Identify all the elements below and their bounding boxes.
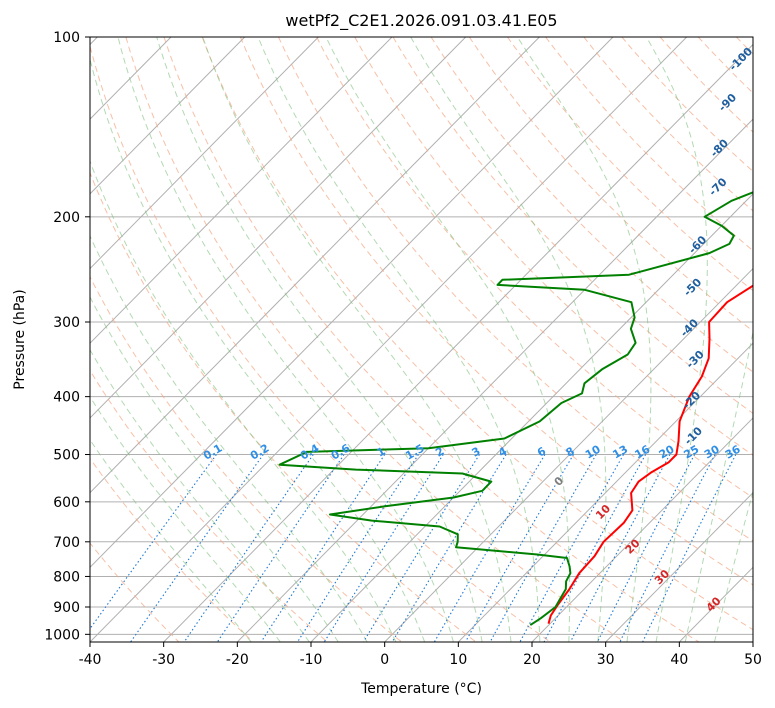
isotherm-gridline <box>90 37 688 642</box>
dry-adiabat <box>90 171 477 642</box>
dry-adiabat <box>201 37 753 631</box>
isotherm-gridline <box>752 641 753 642</box>
moist-adiabat <box>156 37 483 642</box>
x-tick-label: -40 <box>79 652 102 668</box>
moist-adiabat <box>202 37 512 642</box>
moist-adiabat <box>410 37 607 642</box>
y-tick-label: 400 <box>53 390 80 406</box>
mixing-ratio-line <box>596 454 696 642</box>
moist-adiabat <box>684 329 753 642</box>
moist-adiabat <box>90 296 339 642</box>
x-tick-label: -20 <box>226 652 249 668</box>
axes: -40 -30 -20 -10 0 10 20 30 40 50 100 200 300 400 500 60… <box>44 30 762 668</box>
mixing-ratio-line <box>569 454 671 642</box>
isotherm-gridline <box>236 118 753 642</box>
mixing-ratio-line <box>489 454 597 642</box>
moist-adiabat <box>117 37 454 642</box>
moist-adiabat <box>90 159 397 642</box>
mixing-ratio-line <box>216 454 345 642</box>
mixing-ratio-line <box>130 454 264 642</box>
mixing-ratio-line <box>260 454 386 642</box>
mixing-ratio-line <box>362 454 480 642</box>
y-tick-label: 100 <box>53 30 80 46</box>
x-tick-label: -30 <box>152 652 175 668</box>
y-tick-label: 300 <box>53 315 80 331</box>
profile-line <box>278 191 753 626</box>
moist-adiabat <box>714 489 753 642</box>
dry-adiabat <box>90 542 180 642</box>
isotherm-gridline <box>90 37 319 270</box>
dry-adiabat <box>90 44 551 642</box>
isotherm-gridline <box>90 37 614 568</box>
isotherm-gridline <box>531 417 753 642</box>
x-tick-label: 30 <box>597 652 615 668</box>
mixing-ratio-line <box>519 454 624 642</box>
dry-adiabat <box>278 37 753 542</box>
y-tick-label: 800 <box>53 569 80 585</box>
x-tick-label: 40 <box>670 652 688 668</box>
isotherm-gridline <box>90 37 393 344</box>
isotherm-gridline <box>90 37 467 419</box>
mixing-ratio-line <box>433 454 546 642</box>
isotherm-gridline <box>605 491 753 642</box>
profile-line <box>547 284 753 624</box>
y-tick-label: 200 <box>53 210 80 226</box>
isotherm-gridline <box>310 193 753 642</box>
isotherm-gridline <box>384 267 753 642</box>
moist-adiabat <box>257 37 541 642</box>
moist-adiabat <box>90 439 252 642</box>
isotherm-gridline <box>90 37 246 195</box>
x-tick-label: 50 <box>744 652 762 668</box>
x-tick-label: -10 <box>300 652 323 668</box>
y-tick-label: 500 <box>53 448 80 464</box>
moist-adiabat <box>516 37 652 642</box>
moist-adiabat <box>90 234 368 642</box>
y-tick-label: 1000 <box>44 627 80 643</box>
moist-adiabat <box>90 395 281 642</box>
mixing-ratio-line <box>464 454 574 642</box>
x-tick-label: 10 <box>449 652 467 668</box>
mixing-ratio-line <box>543 454 647 642</box>
x-tick-label: 20 <box>523 652 541 668</box>
mixing-ratio-line <box>90 454 217 630</box>
isotherm-gridline <box>90 37 540 494</box>
plot-background <box>90 37 753 642</box>
mixing-ratio-line <box>619 454 716 642</box>
dry-adiabat <box>90 369 328 642</box>
background-lines <box>90 37 753 642</box>
moist-adiabat <box>90 348 310 642</box>
x-tick-label: 0 <box>380 652 389 668</box>
plot-frame <box>89 36 754 643</box>
dry-adiabat <box>430 37 753 373</box>
isotherm-gridline <box>457 342 753 642</box>
chart-title: wetPf2_C2E1.2026.091.03.41.E05 <box>285 11 557 31</box>
mixing-ratio-line <box>391 454 507 642</box>
dry-adiabat <box>125 37 625 642</box>
dry-adiabat <box>392 37 753 414</box>
y-tick-label: 600 <box>53 495 80 511</box>
moist-adiabat <box>90 57 426 642</box>
y-tick-label: 900 <box>53 600 80 616</box>
profile-lines <box>278 191 753 626</box>
y-axis-label: Pressure (hPa) <box>12 289 28 389</box>
dry-adiabat <box>163 37 700 642</box>
dry-adiabat <box>316 37 753 499</box>
y-tick-label: 700 <box>53 535 80 551</box>
x-axis-label: Temperature (°C) <box>360 681 482 697</box>
moist-adiabat <box>645 37 708 642</box>
moist-adiabat <box>325 37 571 642</box>
